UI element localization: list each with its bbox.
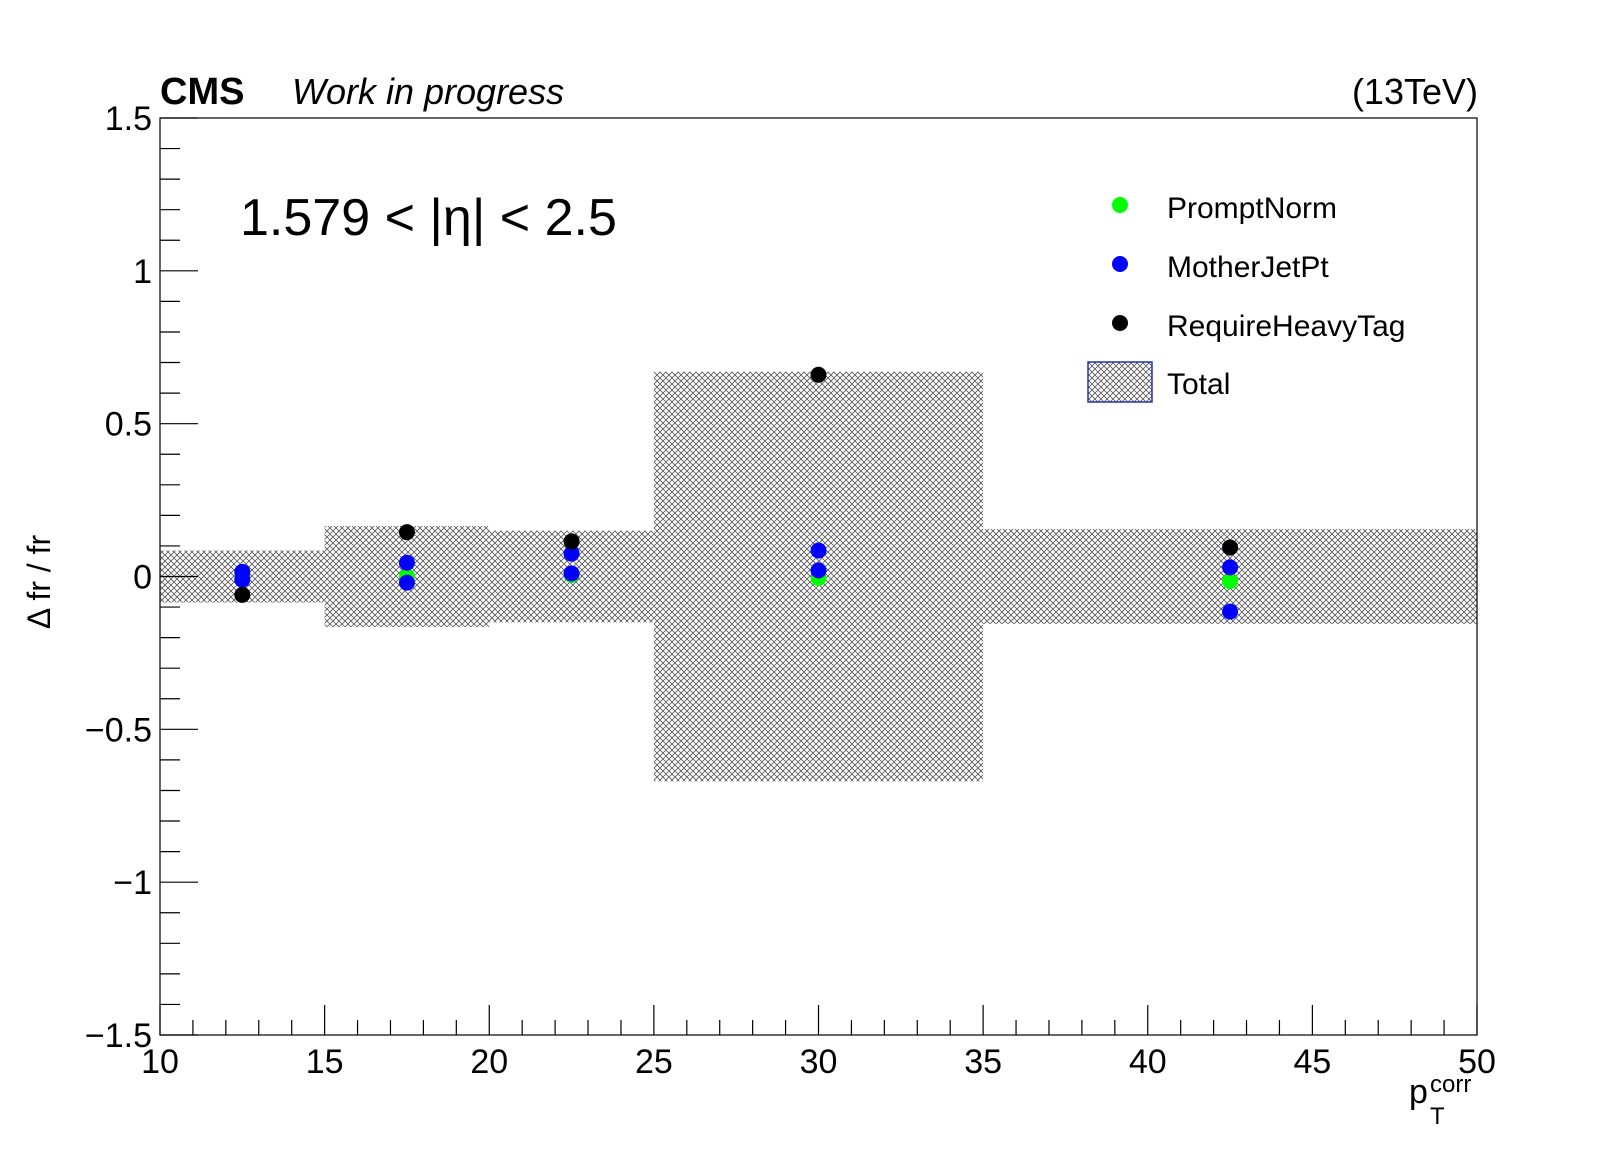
point-motherjetpt-2-0 <box>234 571 251 588</box>
legend: PromptNorm MotherJetPt RequireHeavyTag T… <box>1087 192 1405 403</box>
point-motherjetpt-2-2 <box>563 565 580 582</box>
point-motherjetpt-2-3 <box>810 562 827 579</box>
legend-label-promptnorm: PromptNorm <box>1167 192 1337 225</box>
x-axis-title: p <box>1409 1073 1428 1111</box>
x-tick-label-6: 40 <box>1129 1043 1167 1081</box>
legend-label-total: Total <box>1167 368 1230 401</box>
data-points <box>234 366 1239 620</box>
y-tick-label-2: −0.5 <box>85 711 152 749</box>
x-tick-label-7: 45 <box>1293 1043 1331 1081</box>
x-tick-label-3: 25 <box>635 1043 673 1081</box>
point-requireheavytag-3-4 <box>1222 539 1239 556</box>
status-label: Work in progress <box>292 71 564 112</box>
y-axis-title: Δ fr / fr <box>21 535 57 630</box>
y-tick-label-1: −1 <box>113 864 152 902</box>
x-tick-label-2: 20 <box>470 1043 508 1081</box>
x-axis-title-subscript: T <box>1430 1103 1445 1130</box>
energy-label: (13TeV) <box>1352 71 1478 112</box>
point-motherjetpt-2-1 <box>398 574 415 591</box>
legend-label-requireheavytag: RequireHeavyTag <box>1167 310 1405 343</box>
point-requireheavytag-3-1 <box>398 524 415 541</box>
axes: 10 15 20 25 30 35 40 45 50 −1.5 −1 −0.5 0 0.5 1 1.5 <box>85 100 1496 1081</box>
x-tick-label-0: 10 <box>141 1043 179 1081</box>
point-motherjetpt-1-2 <box>563 545 580 562</box>
experiment-label: CMS <box>160 71 244 113</box>
y-tick-label-6: 1.5 <box>105 100 152 138</box>
legend-marker-motherjetpt <box>1112 256 1128 272</box>
x-tick-label-5: 35 <box>964 1043 1002 1081</box>
point-requireheavytag-3-0 <box>234 586 251 603</box>
point-motherjetpt-1-1 <box>398 554 415 571</box>
y-tick-label-3: 0 <box>133 559 152 597</box>
legend-marker-requireheavytag <box>1112 315 1128 331</box>
x-tick-label-1: 15 <box>306 1043 344 1081</box>
y-tick-label-0: −1.5 <box>85 1017 152 1055</box>
y-tick-label-5: 1 <box>133 253 152 291</box>
legend-label-motherjetpt: MotherJetPt <box>1167 251 1329 284</box>
point-requireheavytag-3-2 <box>563 533 580 550</box>
point-requireheavytag-3-3 <box>810 366 827 383</box>
x-tick-label-8: 50 <box>1458 1043 1496 1081</box>
legend-marker-promptnorm <box>1112 197 1128 213</box>
legend-marker-total <box>1087 361 1153 403</box>
point-motherjetpt-1-3 <box>810 542 827 559</box>
point-motherjetpt-2-4 <box>1222 603 1239 620</box>
point-motherjetpt-1-4 <box>1222 559 1239 576</box>
x-tick-label-4: 30 <box>800 1043 838 1081</box>
eta-range-annotation: 1.579 < |η| < 2.5 <box>240 189 617 247</box>
y-tick-label-4: 0.5 <box>105 406 152 444</box>
x-axis-title-superscript: corr <box>1430 1071 1471 1098</box>
point-promptnorm-0-4 <box>1222 573 1239 590</box>
